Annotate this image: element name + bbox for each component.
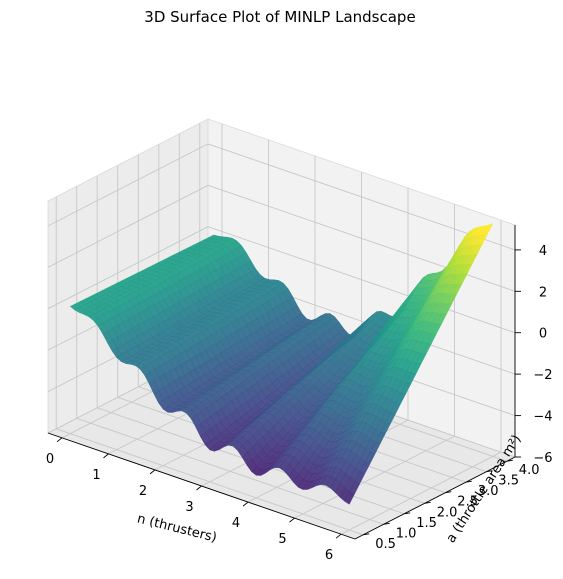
x-axis-label: n (thrusters) — [136, 511, 219, 545]
floor-grid-x — [340, 451, 502, 535]
y-tick — [486, 470, 493, 473]
y-tick — [445, 491, 452, 494]
z-tick-label: −6 — [533, 451, 552, 466]
y-tick — [424, 501, 431, 504]
floor-grid-y — [76, 417, 384, 525]
x-tick — [56, 437, 63, 443]
back-grid-z — [207, 143, 516, 251]
x-tick-label: 3 — [185, 500, 193, 515]
y-tick-label: 2.5 — [457, 495, 478, 510]
y-tick — [465, 480, 472, 483]
y-tick — [506, 459, 513, 462]
x-tick-label: 4 — [232, 516, 240, 531]
z-tick-label: −4 — [533, 410, 552, 425]
z-tick-label: 0 — [539, 327, 547, 342]
floor-grid-x — [294, 435, 455, 519]
chart-title: 3D Surface Plot of MINLP Landscape — [144, 8, 415, 26]
y-axis-line — [354, 456, 516, 540]
x-tick-label: 5 — [278, 532, 286, 547]
back-grid-z — [207, 226, 516, 334]
x-axis-ticks: 0 1 2 3 4 5 6 — [46, 437, 342, 563]
y-tick-label: 1.0 — [396, 526, 417, 541]
x-tick — [289, 517, 295, 523]
x-tick — [149, 469, 156, 475]
z-tick-label: −2 — [533, 368, 552, 383]
y-tick-label: 2.0 — [437, 505, 458, 520]
side-grid-z — [47, 143, 209, 227]
x-tick — [196, 485, 202, 491]
z-tick-label: 2 — [539, 285, 547, 300]
y-tick-label: 1.5 — [416, 516, 437, 531]
x-tick-label: 0 — [46, 452, 54, 467]
x-tick — [103, 453, 109, 459]
y-tick-label: 0.5 — [375, 537, 396, 552]
floor-grid-y — [56, 428, 364, 536]
x-tick-label: 2 — [139, 484, 147, 499]
y-tick-label: 3.0 — [478, 484, 499, 499]
z-axis-ticks: −6 −4 −2 0 2 4 — [515, 244, 553, 466]
y-tick — [383, 522, 390, 525]
y-tick-label: 3.5 — [498, 474, 519, 489]
z-tick-label: 4 — [539, 244, 547, 259]
y-tick-label: 4.0 — [519, 463, 540, 478]
side-grid-z — [47, 184, 209, 268]
surface-mesh — [69, 223, 494, 505]
y-axis-ticks: 0.51.01.52.02.53.03.54.0 — [363, 459, 540, 552]
surface-patch — [344, 491, 355, 505]
y-tick — [363, 533, 370, 536]
y-tick — [404, 512, 411, 515]
side-grid-z — [47, 226, 209, 310]
x-tick-label: 6 — [325, 548, 333, 563]
x-tick — [242, 501, 249, 507]
x-tick — [335, 533, 342, 539]
x-tick-label: 1 — [92, 468, 100, 483]
